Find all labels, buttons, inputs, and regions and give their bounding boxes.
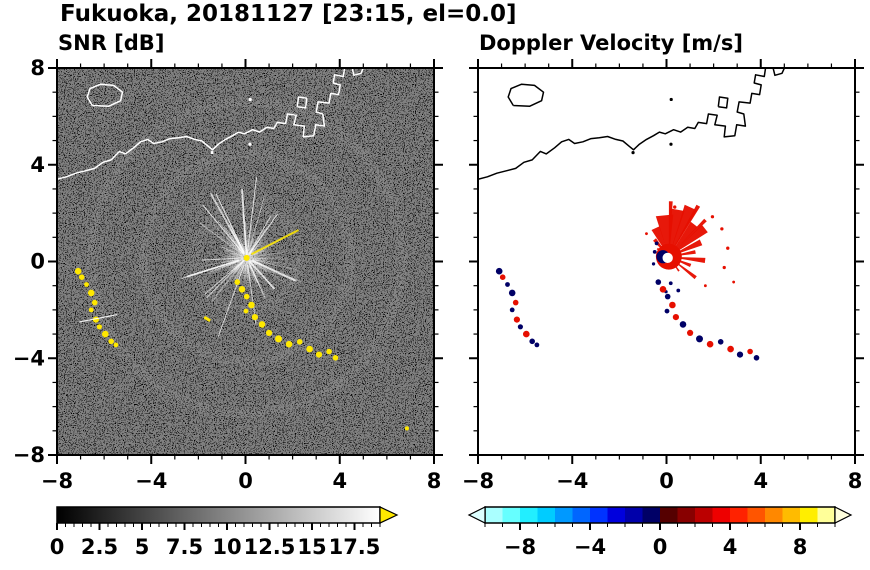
svg-text:0: 0 (659, 469, 674, 493)
svg-text:8: 8 (427, 469, 442, 493)
snr-plot-area (57, 68, 434, 455)
svg-text:8: 8 (793, 535, 808, 559)
svg-text:0: 0 (238, 469, 253, 493)
svg-text:8: 8 (848, 469, 863, 493)
svg-text:−8: −8 (504, 535, 536, 559)
svg-text:−4: −4 (556, 469, 588, 493)
svg-text:4: 4 (332, 469, 347, 493)
svg-text:4: 4 (723, 535, 738, 559)
snr-colorbar: 0 2.5 5 7.5 10 12.5 15 17.5 (50, 506, 399, 559)
svg-text:12.5: 12.5 (244, 535, 296, 559)
svg-text:−8: −8 (462, 469, 494, 493)
svg-text:17.5: 17.5 (329, 535, 381, 559)
svg-text:4: 4 (753, 469, 768, 493)
velocity-plot-area (478, 68, 855, 455)
svg-text:−8: −8 (41, 469, 73, 493)
svg-text:0: 0 (653, 535, 668, 559)
svg-text:8: 8 (30, 56, 45, 80)
svg-text:5: 5 (135, 535, 150, 559)
svg-text:−4: −4 (574, 535, 606, 559)
svg-text:0: 0 (50, 535, 65, 559)
svg-text:−8: −8 (13, 443, 45, 467)
velocity-colorbar: −8 −4 0 4 8 (467, 506, 853, 559)
svg-text:10: 10 (212, 535, 241, 559)
svg-text:7.5: 7.5 (166, 535, 203, 559)
svg-text:−4: −4 (13, 346, 45, 370)
snr-panel-title: SNR [dB] (58, 31, 165, 55)
svg-text:0: 0 (30, 250, 45, 274)
figure-title: Fukuoka, 20181127 [23:15, el=0.0] (60, 1, 517, 27)
svg-text:15: 15 (297, 535, 326, 559)
velocity-panel-title: Doppler Velocity [m/s] (479, 31, 743, 55)
svg-text:−4: −4 (135, 469, 167, 493)
svg-text:4: 4 (30, 153, 45, 177)
svg-text:2.5: 2.5 (81, 535, 118, 559)
